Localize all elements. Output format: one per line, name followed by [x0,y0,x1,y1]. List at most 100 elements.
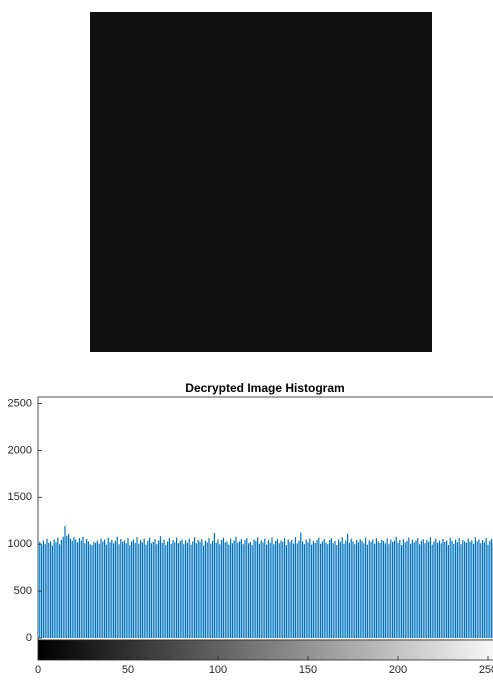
bar [104,540,105,638]
x-tick-label: 50 [122,664,134,676]
bar [451,541,452,638]
x-tick-label: 200 [389,664,407,676]
bar [279,543,280,638]
bar [88,541,89,638]
bar [270,543,271,638]
bar [421,541,422,638]
bar [347,534,348,638]
bar [334,541,335,638]
bar [151,543,152,638]
bar [444,542,445,638]
bar [72,541,73,638]
bar [57,538,58,638]
bar [167,541,168,638]
bar [262,542,263,638]
bar [394,540,395,638]
bar [491,539,492,638]
bar [187,543,188,638]
y-tick-label: 1000 [8,538,32,550]
bar [313,541,314,638]
bar [232,543,233,638]
x-tick-label: 0 [35,664,41,676]
bar [464,541,465,638]
bar [439,540,440,638]
bar [207,542,208,638]
bar [46,539,47,638]
bar [136,537,137,638]
bar [457,542,458,638]
bar [189,539,190,638]
bar [97,540,98,638]
bar [244,540,245,638]
bar [118,544,119,638]
bar [257,537,258,638]
bar [50,541,51,638]
x-tick-label: 100 [209,664,227,676]
bar [432,545,433,638]
bar [297,543,298,638]
bar [336,545,337,638]
bar [180,541,181,638]
bar [320,544,321,638]
bar [41,545,42,638]
bar [99,544,100,638]
bar [356,540,357,638]
bar [423,539,424,638]
bar [234,540,235,638]
bar [70,539,71,638]
bar [171,544,172,638]
bar [471,540,472,638]
bar [228,545,229,638]
bar [486,538,487,638]
bar [77,542,78,638]
x-tick-label: 150 [299,664,317,676]
figure: Decrypted Image Histogram 05001000150020… [0,0,493,677]
bar [66,536,67,638]
bar [352,541,353,638]
bar [252,545,253,638]
bar [75,540,76,638]
bar [435,539,436,638]
bar [37,543,38,638]
bar [91,545,92,638]
bar [154,539,155,638]
bar [81,540,82,638]
bar [190,545,191,638]
bar [39,542,40,638]
bar [194,537,195,638]
bar [390,540,391,638]
bar [412,540,413,638]
bar [117,537,118,638]
bar [284,538,285,638]
bar [183,544,184,638]
bar [216,543,217,638]
bar [64,526,65,638]
bar [410,544,411,638]
bar [140,540,141,638]
bar [205,540,206,638]
bar [225,542,226,638]
bar [63,537,64,638]
bar [61,540,62,638]
bar [144,539,145,638]
bar [383,541,384,638]
bar [84,543,85,638]
bar [367,545,368,638]
bar [417,538,418,638]
bar [54,540,55,638]
bar [291,540,292,638]
y-tick-label: 500 [14,585,32,597]
bar [201,539,202,638]
bar [477,541,478,638]
bar [414,542,415,638]
bar [95,543,96,638]
bar [288,540,289,638]
bar [93,542,94,638]
bar [489,541,490,638]
bar [237,543,238,638]
bar [129,545,130,638]
bar [45,544,46,638]
bar [153,542,154,638]
bar [147,541,148,638]
bar [433,541,434,638]
